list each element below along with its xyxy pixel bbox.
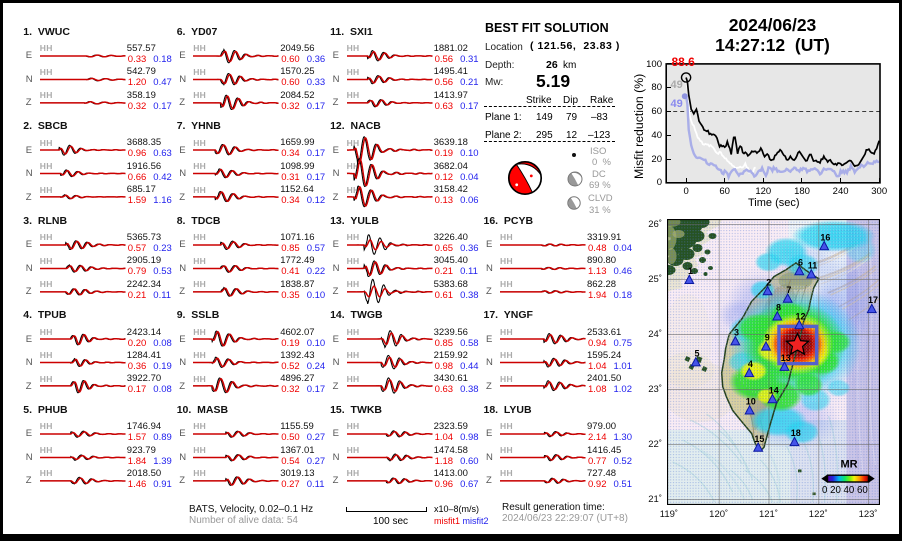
- svg-text:8: 8: [775, 303, 780, 313]
- svg-text:15: 15: [754, 434, 764, 444]
- svg-text:10: 10: [745, 397, 755, 407]
- svg-text:MR: MR: [840, 459, 857, 471]
- svg-text:11: 11: [807, 261, 817, 271]
- svg-text:14: 14: [768, 385, 778, 395]
- svg-text:9: 9: [764, 333, 769, 343]
- svg-text:5: 5: [694, 349, 699, 359]
- svg-text:2: 2: [766, 277, 771, 287]
- svg-text:17: 17: [867, 295, 877, 305]
- svg-text:1: 1: [687, 266, 692, 276]
- svg-text:0 20 40 60: 0 20 40 60: [822, 485, 868, 496]
- svg-text:18: 18: [790, 428, 800, 438]
- svg-text:16: 16: [820, 232, 830, 242]
- svg-text:13: 13: [780, 353, 790, 363]
- svg-text:3: 3: [733, 328, 738, 338]
- svg-text:12: 12: [795, 311, 805, 321]
- svg-text:7: 7: [786, 285, 791, 295]
- svg-text:4: 4: [747, 359, 752, 369]
- svg-text:6: 6: [797, 257, 802, 267]
